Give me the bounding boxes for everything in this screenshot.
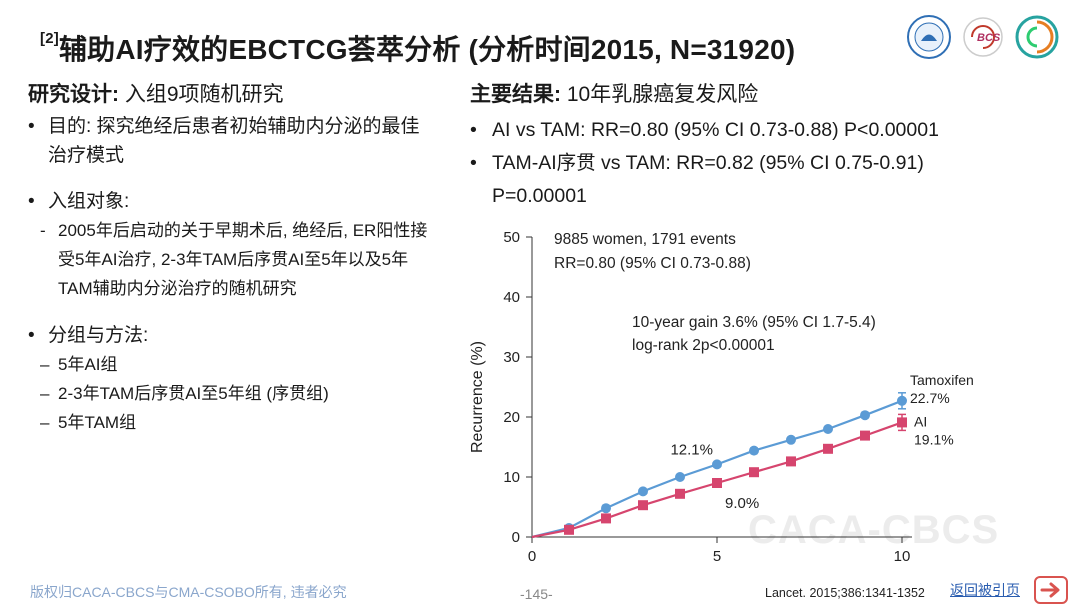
bcs-logo-icon: BCS bbox=[963, 17, 1003, 57]
group-item: 5年AI组 bbox=[28, 350, 448, 379]
annotation-gain: 10-year gain 3.6% (95% CI 1.7-5.4) bbox=[632, 314, 876, 331]
data-label-tam-5yr: 12.1% bbox=[670, 441, 713, 458]
groups-bullet: 分组与方法: bbox=[28, 321, 448, 350]
main-results-heading: 主要结果: 10年乳腺癌复发风险 bbox=[470, 83, 759, 106]
data-label-ai-5yr: 9.0% bbox=[725, 495, 759, 512]
data-point-ai bbox=[638, 500, 648, 511]
x-tick-label: 10 bbox=[894, 548, 911, 565]
y-tick-label: 0 bbox=[512, 529, 520, 546]
subjects-detail: 2005年后启动的关于早期术后, 绝经后, ER阳性接受5年AI治疗, 2-3年… bbox=[28, 216, 430, 303]
copyright-notice: 版权归CACA-CBCS与CMA-CSOBO所有, 违者必究 bbox=[30, 584, 347, 600]
study-design-list: 目的: 探究绝经后患者初始辅助内分泌的最佳治疗模式 入组对象: 2005年后启动… bbox=[28, 112, 448, 437]
data-point-ai bbox=[749, 467, 759, 478]
citation: Lancet. 2015;386:1341-1352 bbox=[765, 586, 925, 600]
watermark: CACA-CBCS bbox=[748, 508, 1000, 552]
data-point-tamoxifen bbox=[823, 424, 833, 434]
data-point-ai bbox=[786, 456, 796, 467]
data-point-ai bbox=[712, 478, 722, 488]
group-item: 5年TAM组 bbox=[28, 408, 448, 437]
data-point-ai bbox=[564, 524, 574, 535]
data-point-tamoxifen bbox=[601, 503, 611, 514]
result-item: AI vs TAM: RR=0.80 (95% CI 0.73-0.88) P<… bbox=[470, 114, 1030, 147]
back-link[interactable]: 返回被引页 bbox=[950, 582, 1020, 598]
bcs-logo-text: BCS bbox=[977, 32, 1001, 44]
logo-group: BCS bbox=[906, 14, 1060, 60]
title-text: 辅助AI疗效的EBCTCG荟萃分析 (分析时间2015, N=31920) bbox=[58, 34, 796, 65]
x-tick-label: 5 bbox=[713, 548, 721, 565]
y-tick-label: 50 bbox=[503, 229, 520, 246]
data-point-tamoxifen bbox=[712, 459, 722, 470]
result-item: TAM-AI序贯 vs TAM: RR=0.82 (95% CI 0.75-0.… bbox=[470, 147, 1012, 213]
data-point-tamoxifen bbox=[675, 472, 685, 482]
end-value-ai: 19.1% bbox=[914, 431, 954, 447]
annotation-logrank: log-rank 2p<0.00001 bbox=[632, 337, 775, 354]
y-tick-label: 10 bbox=[503, 469, 520, 486]
results-list: AI vs TAM: RR=0.80 (95% CI 0.73-0.88) P<… bbox=[470, 114, 1030, 213]
y-tick-label: 20 bbox=[503, 409, 520, 426]
annotation-women-events: 9885 women, 1791 events bbox=[554, 231, 736, 248]
page-title: [2]辅助AI疗效的EBCTCG荟萃分析 (分析时间2015, N=31920) bbox=[40, 28, 795, 68]
data-point-tamoxifen bbox=[786, 434, 796, 445]
data-point-ai bbox=[601, 513, 611, 524]
recurrence-chart: 0 10 20 30 40 50 0 5 10 Recurrence (%) 9885 women,… bbox=[469, 229, 974, 565]
annotation-rr: RR=0.80 (95% CI 0.73-0.88) bbox=[554, 255, 751, 272]
y-tick-label: 40 bbox=[503, 289, 520, 306]
end-value-tamoxifen: 22.7% bbox=[910, 390, 950, 406]
series-label-tamoxifen: Tamoxifen bbox=[910, 372, 974, 388]
page-number: -145- bbox=[520, 586, 553, 602]
data-point-ai bbox=[860, 430, 870, 441]
study-design-heading: 研究设计: 入组9项随机研究 bbox=[28, 83, 284, 106]
society-seal-icon bbox=[907, 15, 951, 59]
data-point-tamoxifen bbox=[749, 445, 759, 456]
y-axis-label: Recurrence (%) bbox=[469, 341, 486, 453]
back-arrow-icon[interactable] bbox=[1034, 576, 1068, 604]
title-reference: [2] bbox=[40, 30, 59, 47]
x-tick-label: 0 bbox=[528, 548, 536, 565]
data-point-tamoxifen bbox=[638, 486, 648, 497]
group-item: 2-3年TAM后序贯AI至5年组 (序贯组) bbox=[28, 379, 448, 408]
spiral-logo-icon bbox=[1015, 15, 1059, 59]
objective-bullet: 目的: 探究绝经后患者初始辅助内分泌的最佳治疗模式 bbox=[28, 112, 428, 170]
data-point-ai bbox=[823, 443, 833, 454]
subjects-bullet: 入组对象: bbox=[28, 187, 448, 216]
series-label-ai: AI bbox=[914, 413, 927, 429]
y-tick-label: 30 bbox=[503, 349, 520, 366]
data-point-tamoxifen bbox=[860, 410, 870, 421]
data-point-ai bbox=[675, 488, 685, 499]
